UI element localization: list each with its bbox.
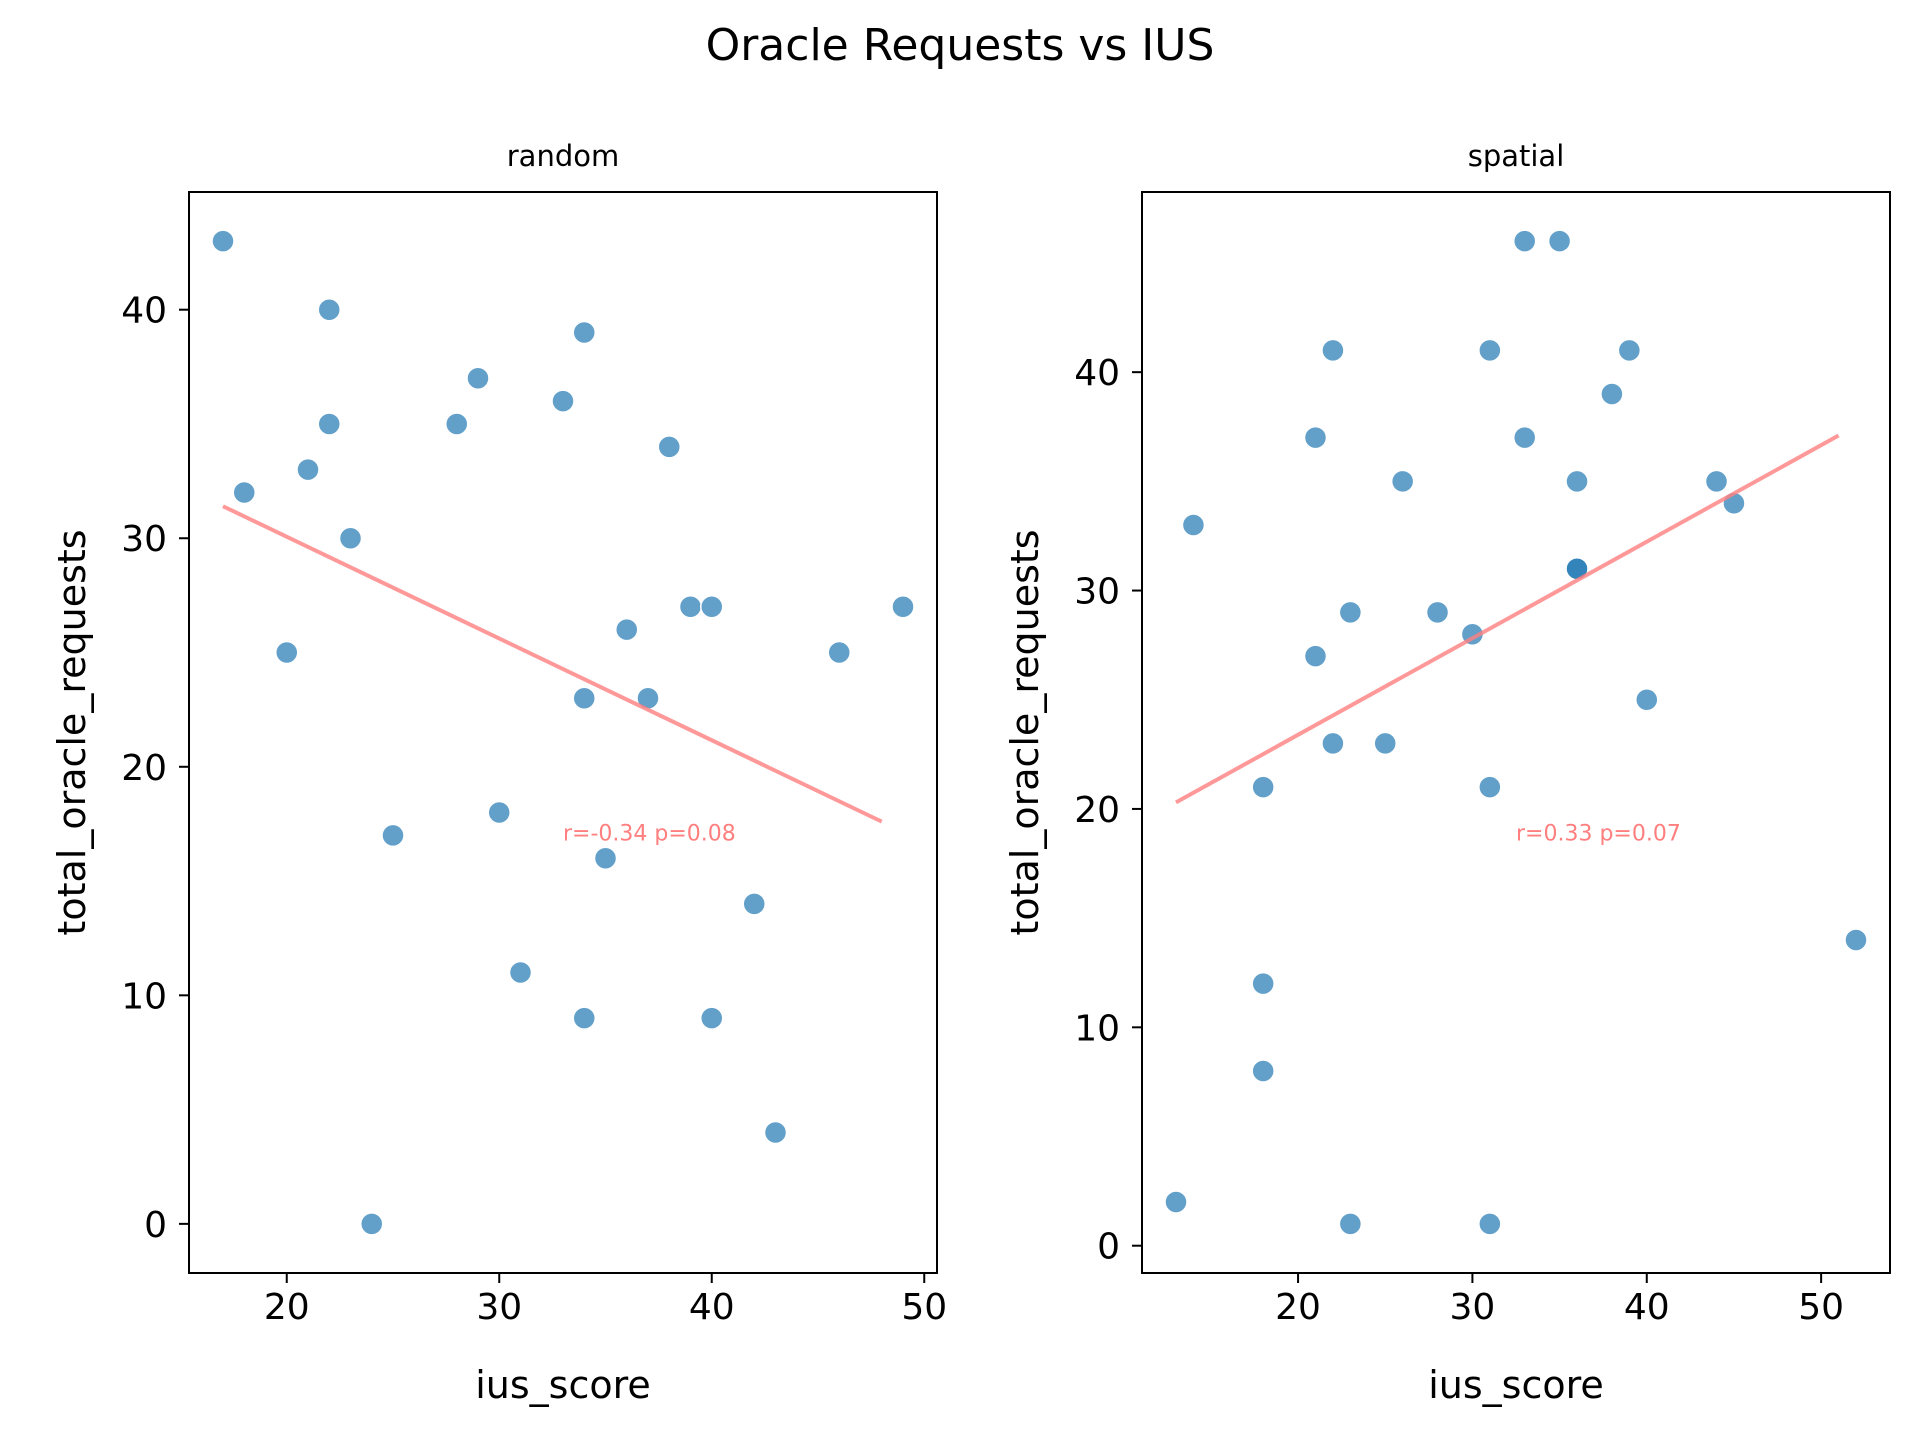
y-tick-label: 10 [1074, 1008, 1120, 1049]
data-point [615, 617, 639, 642]
data-point [360, 1212, 384, 1236]
x-axis-label: ius_score [1428, 1363, 1604, 1407]
data-point [508, 960, 533, 985]
data-point [763, 1120, 788, 1145]
data-point [1164, 1190, 1188, 1214]
data-point [466, 366, 490, 391]
x-tick-label: 50 [901, 1287, 947, 1328]
data-point [1321, 338, 1345, 363]
data-point [1635, 687, 1659, 712]
data-point [1600, 382, 1624, 406]
data-point [1547, 229, 1572, 253]
subplot-title: spatial [1468, 139, 1565, 173]
axes-frame [1141, 191, 1891, 1274]
data-point [1303, 644, 1328, 668]
data-point [1704, 469, 1729, 494]
data-point [487, 800, 511, 825]
data-point [1512, 229, 1537, 253]
data-point [1478, 338, 1502, 363]
data-point [338, 526, 363, 550]
data-point [1478, 775, 1502, 799]
data-point [891, 595, 915, 619]
y-tick-label: 20 [1074, 790, 1120, 831]
y-tick-label: 40 [1074, 353, 1120, 394]
data-point [657, 435, 681, 459]
axes-frame [188, 191, 938, 1274]
x-tick-label: 30 [1450, 1287, 1496, 1328]
data-point [1390, 469, 1415, 494]
data-point [1512, 425, 1537, 450]
y-axis-label: total_oracle_requests [1003, 529, 1047, 935]
data-point [317, 297, 341, 322]
x-axis-label: ius_score [475, 1363, 651, 1407]
data-point [317, 412, 341, 436]
data-point [1844, 928, 1868, 952]
data-point [1251, 775, 1275, 799]
data-point [1303, 425, 1328, 450]
x-tick-label: 40 [689, 1287, 735, 1328]
figure-title: Oracle Requests vs IUS [705, 20, 1215, 71]
data-point [1321, 731, 1345, 756]
data-point [296, 457, 320, 482]
subplot-title: random [507, 139, 619, 173]
data-point [1251, 971, 1275, 996]
data-point [1373, 731, 1397, 756]
correlation-annotation: r=-0.34 p=0.08 [563, 822, 736, 847]
data-point [572, 1006, 596, 1030]
data-point [827, 640, 851, 665]
y-tick-label: 0 [144, 1205, 167, 1246]
data-point [1478, 1212, 1502, 1236]
data-point [572, 320, 596, 345]
data-point [572, 686, 596, 710]
data-point [1338, 1212, 1363, 1236]
trend-line [1175, 433, 1840, 805]
data-point [700, 595, 724, 619]
x-tick-label: 30 [476, 1287, 522, 1328]
x-tick-label: 50 [1798, 1287, 1844, 1328]
subplot-2: spatial 20 30 40 50 0 10 20 30 40 ius_score total_o… [1003, 139, 1891, 1407]
data-point [445, 412, 469, 436]
y-tick-label: 40 [121, 291, 167, 332]
data-point [1425, 600, 1450, 625]
data-point [700, 1006, 724, 1030]
subplot-1: random 20 30 40 50 0 10 20 30 40 ius_score total_or… [50, 139, 947, 1407]
y-tick-label: 20 [121, 748, 167, 789]
data-point [1181, 513, 1206, 537]
data-point [381, 823, 405, 848]
data-point [593, 846, 618, 870]
data-point [211, 229, 235, 253]
data-point [1617, 338, 1642, 363]
correlation-annotation: r=0.33 p=0.07 [1516, 822, 1681, 847]
data-point [1338, 600, 1363, 625]
x-tick-label: 20 [264, 1287, 310, 1328]
data-point [742, 892, 766, 916]
y-tick-label: 0 [1097, 1227, 1120, 1268]
data-point [678, 595, 703, 619]
y-tick-label: 30 [121, 519, 167, 560]
trend-line [222, 504, 883, 824]
data-point [1565, 469, 1589, 494]
x-tick-label: 40 [1624, 1287, 1670, 1328]
y-axis-label: total_oracle_requests [50, 529, 94, 935]
y-tick-label: 10 [121, 976, 167, 1017]
data-point [275, 640, 299, 665]
x-tick-label: 20 [1275, 1287, 1321, 1328]
data-point [232, 480, 256, 505]
y-tick-label: 30 [1074, 572, 1120, 613]
data-point [1251, 1059, 1275, 1083]
data-point [551, 389, 575, 413]
